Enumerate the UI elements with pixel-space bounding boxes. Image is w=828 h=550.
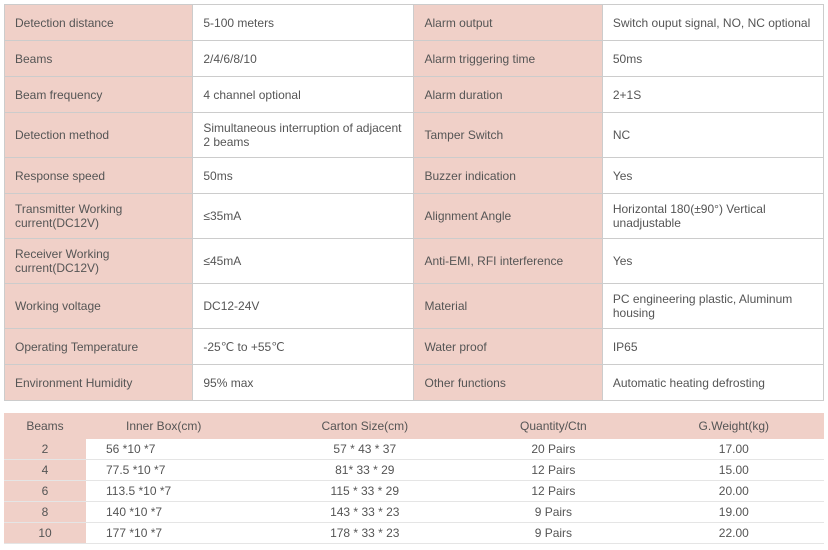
spec-row: Beams2/4/6/8/10Alarm triggering time50ms bbox=[5, 41, 824, 77]
packing-header-row: Beams Inner Box(cm) Carton Size(cm) Quan… bbox=[4, 413, 824, 439]
packing-beams: 4 bbox=[4, 460, 86, 481]
packing-weight: 22.00 bbox=[644, 523, 824, 544]
packing-beams: 8 bbox=[4, 502, 86, 523]
packing-inner-box: 77.5 *10 *7 bbox=[86, 460, 266, 481]
spec-value: IP65 bbox=[602, 329, 823, 365]
spec-label: Detection distance bbox=[5, 5, 193, 41]
packing-table: Beams Inner Box(cm) Carton Size(cm) Quan… bbox=[4, 413, 824, 544]
spec-value: Automatic heating defrosting bbox=[602, 365, 823, 401]
spec-label: Operating Temperature bbox=[5, 329, 193, 365]
packing-inner-box: 113.5 *10 *7 bbox=[86, 481, 266, 502]
spec-label: Alarm output bbox=[414, 5, 602, 41]
packing-carton: 57 * 43 * 37 bbox=[266, 439, 463, 460]
spec-value: Yes bbox=[602, 239, 823, 284]
packing-row: 8140 *10 *7143 * 33 * 239 Pairs19.00 bbox=[4, 502, 824, 523]
packing-beams: 2 bbox=[4, 439, 86, 460]
packing-weight: 15.00 bbox=[644, 460, 824, 481]
packing-quantity: 9 Pairs bbox=[463, 523, 643, 544]
spec-value: ≤35mA bbox=[193, 194, 414, 239]
spec-value: 4 channel optional bbox=[193, 77, 414, 113]
header-beams: Beams bbox=[4, 413, 86, 439]
spec-label: Receiver Working current(DC12V) bbox=[5, 239, 193, 284]
spec-label: Working voltage bbox=[5, 284, 193, 329]
spec-row: Environment Humidity95% maxOther functio… bbox=[5, 365, 824, 401]
packing-carton: 115 * 33 * 29 bbox=[266, 481, 463, 502]
spec-label: Other functions bbox=[414, 365, 602, 401]
packing-inner-box: 177 *10 *7 bbox=[86, 523, 266, 544]
spec-label: Detection method bbox=[5, 113, 193, 158]
spec-value: 50ms bbox=[193, 158, 414, 194]
header-carton: Carton Size(cm) bbox=[266, 413, 463, 439]
packing-row: 10177 *10 *7178 * 33 * 239 Pairs22.00 bbox=[4, 523, 824, 544]
packing-row: 477.5 *10 *781* 33 * 2912 Pairs15.00 bbox=[4, 460, 824, 481]
packing-row: 256 *10 *757 * 43 * 3720 Pairs17.00 bbox=[4, 439, 824, 460]
spec-label: Anti-EMI, RFI interference bbox=[414, 239, 602, 284]
packing-quantity: 12 Pairs bbox=[463, 460, 643, 481]
packing-quantity: 20 Pairs bbox=[463, 439, 643, 460]
packing-quantity: 12 Pairs bbox=[463, 481, 643, 502]
spec-label: Alarm duration bbox=[414, 77, 602, 113]
header-inner-box: Inner Box(cm) bbox=[86, 413, 266, 439]
spec-row: Detection methodSimultaneous interruptio… bbox=[5, 113, 824, 158]
header-weight: G.Weight(kg) bbox=[644, 413, 824, 439]
header-quantity: Quantity/Ctn bbox=[463, 413, 643, 439]
spec-value: NC bbox=[602, 113, 823, 158]
spec-label: Alarm triggering time bbox=[414, 41, 602, 77]
spec-row: Transmitter Working current(DC12V)≤35mAA… bbox=[5, 194, 824, 239]
packing-inner-box: 140 *10 *7 bbox=[86, 502, 266, 523]
spec-value: 2/4/6/8/10 bbox=[193, 41, 414, 77]
packing-carton: 178 * 33 * 23 bbox=[266, 523, 463, 544]
spec-value: DC12-24V bbox=[193, 284, 414, 329]
spec-label: Beams bbox=[5, 41, 193, 77]
packing-beams: 6 bbox=[4, 481, 86, 502]
specifications-table: Detection distance5-100 metersAlarm outp… bbox=[4, 4, 824, 401]
spec-row: Operating Temperature-25℃ to +55℃Water p… bbox=[5, 329, 824, 365]
spec-label: Water proof bbox=[414, 329, 602, 365]
spec-value: 5-100 meters bbox=[193, 5, 414, 41]
spec-row: Working voltageDC12-24VMaterialPC engine… bbox=[5, 284, 824, 329]
spec-label: Transmitter Working current(DC12V) bbox=[5, 194, 193, 239]
packing-carton: 81* 33 * 29 bbox=[266, 460, 463, 481]
spec-row: Detection distance5-100 metersAlarm outp… bbox=[5, 5, 824, 41]
spec-row: Response speed50msBuzzer indicationYes bbox=[5, 158, 824, 194]
spec-label: Alignment Angle bbox=[414, 194, 602, 239]
spec-value: 95% max bbox=[193, 365, 414, 401]
spec-value: Switch ouput signal, NO, NC optional bbox=[602, 5, 823, 41]
spec-label: Environment Humidity bbox=[5, 365, 193, 401]
spec-label: Material bbox=[414, 284, 602, 329]
spec-row: Beam frequency4 channel optionalAlarm du… bbox=[5, 77, 824, 113]
packing-weight: 19.00 bbox=[644, 502, 824, 523]
spec-label: Beam frequency bbox=[5, 77, 193, 113]
packing-carton: 143 * 33 * 23 bbox=[266, 502, 463, 523]
spec-value: PC engineering plastic, Aluminum housing bbox=[602, 284, 823, 329]
packing-weight: 17.00 bbox=[644, 439, 824, 460]
packing-weight: 20.00 bbox=[644, 481, 824, 502]
spec-value: -25℃ to +55℃ bbox=[193, 329, 414, 365]
spec-value: 2+1S bbox=[602, 77, 823, 113]
spec-value: Yes bbox=[602, 158, 823, 194]
packing-row: 6113.5 *10 *7115 * 33 * 2912 Pairs20.00 bbox=[4, 481, 824, 502]
spec-label: Buzzer indication bbox=[414, 158, 602, 194]
packing-inner-box: 56 *10 *7 bbox=[86, 439, 266, 460]
packing-beams: 10 bbox=[4, 523, 86, 544]
spec-label: Tamper Switch bbox=[414, 113, 602, 158]
spec-value: ≤45mA bbox=[193, 239, 414, 284]
packing-quantity: 9 Pairs bbox=[463, 502, 643, 523]
spec-value: Simultaneous interruption of adjacent 2 … bbox=[193, 113, 414, 158]
spec-row: Receiver Working current(DC12V)≤45mAAnti… bbox=[5, 239, 824, 284]
spec-value: 50ms bbox=[602, 41, 823, 77]
spec-value: Horizontal 180(±90°) Vertical unadjustab… bbox=[602, 194, 823, 239]
spec-label: Response speed bbox=[5, 158, 193, 194]
